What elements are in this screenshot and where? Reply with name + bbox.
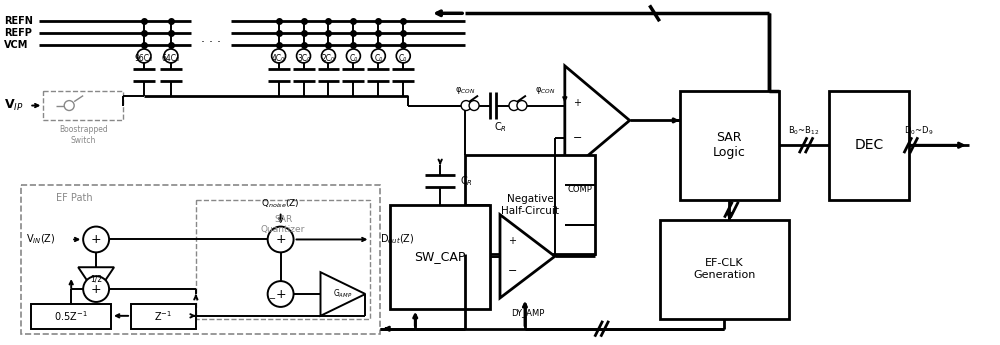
Polygon shape [565, 66, 630, 175]
Circle shape [83, 227, 109, 252]
Text: Z$^{-1}$: Z$^{-1}$ [154, 309, 172, 323]
Text: EF-CLK
Generation: EF-CLK Generation [693, 258, 756, 280]
Text: . . .: . . . [201, 32, 221, 45]
Text: −: − [573, 133, 582, 143]
Text: C$_R$: C$_R$ [460, 174, 473, 188]
Text: 96C₀: 96C₀ [135, 54, 153, 63]
Text: EF Path: EF Path [56, 193, 93, 203]
Text: 0.5Z$^{-1}$: 0.5Z$^{-1}$ [54, 309, 88, 323]
Text: −: − [268, 295, 275, 304]
Text: SW_CAP: SW_CAP [414, 250, 466, 263]
Circle shape [371, 49, 385, 63]
Text: +: + [275, 233, 286, 246]
Bar [390, 205, 490, 309]
Circle shape [517, 101, 527, 110]
Circle shape [469, 101, 479, 110]
Polygon shape [78, 267, 114, 294]
Text: +: + [573, 98, 581, 108]
Circle shape [321, 49, 335, 63]
Text: Q$_{noise}$(Z): Q$_{noise}$(Z) [261, 197, 300, 210]
Text: DY_AMP: DY_AMP [511, 308, 544, 317]
Text: 4C₀: 4C₀ [272, 54, 285, 63]
Text: 3C₀: 3C₀ [297, 54, 310, 63]
Circle shape [297, 49, 311, 63]
Polygon shape [500, 215, 555, 298]
Circle shape [272, 49, 286, 63]
Bar [829, 91, 909, 200]
Text: 1/2: 1/2 [90, 275, 102, 284]
Text: D$_0$~D$_9$: D$_0$~D$_9$ [904, 125, 934, 137]
Text: C$_R$: C$_R$ [494, 120, 506, 134]
Circle shape [509, 101, 519, 110]
Circle shape [268, 281, 294, 307]
Text: REFN: REFN [4, 16, 33, 26]
Circle shape [268, 227, 294, 252]
Text: SAR
Quantizer: SAR Quantizer [261, 215, 305, 234]
Circle shape [346, 49, 360, 63]
Circle shape [461, 101, 471, 110]
Bar [196, 200, 370, 319]
Text: 2C₀: 2C₀ [322, 54, 335, 63]
Bar [680, 91, 779, 200]
Text: D$_{out}$(Z): D$_{out}$(Z) [380, 233, 415, 246]
Bar [21, 185, 380, 334]
Text: DEC: DEC [854, 138, 884, 152]
Circle shape [83, 276, 109, 302]
Circle shape [137, 49, 151, 63]
Polygon shape [320, 272, 365, 316]
Text: φ$_{CON}$: φ$_{CON}$ [535, 85, 555, 96]
Text: G$_{AMP}$: G$_{AMP}$ [333, 288, 352, 300]
Bar [660, 220, 789, 319]
Text: SAR
Logic: SAR Logic [713, 131, 746, 159]
Text: B$_0$~B$_{12}$: B$_0$~B$_{12}$ [788, 125, 820, 137]
Text: COMP: COMP [567, 185, 592, 194]
Text: 64C₀: 64C₀ [162, 54, 180, 63]
Text: C₀: C₀ [399, 54, 407, 63]
Text: VCM: VCM [4, 40, 29, 50]
Text: C₀: C₀ [349, 54, 358, 63]
Text: +: + [91, 233, 101, 246]
Circle shape [396, 49, 410, 63]
Text: −: − [508, 266, 517, 276]
Text: +: + [275, 287, 286, 300]
Bar [43, 91, 123, 120]
Text: V$_{IN}$(Z): V$_{IN}$(Z) [26, 233, 56, 246]
Bar [31, 304, 111, 329]
Text: Negative
Half-Circuit: Negative Half-Circuit [501, 194, 559, 216]
Text: Boostrapped
Switch: Boostrapped Switch [59, 125, 108, 145]
Bar [465, 155, 595, 254]
Text: +: + [91, 283, 101, 296]
Circle shape [64, 101, 74, 110]
Text: +: + [508, 236, 516, 246]
Text: φ$_{CON}$: φ$_{CON}$ [455, 85, 475, 96]
Text: V$_{IP}$: V$_{IP}$ [4, 98, 24, 113]
Text: REFP: REFP [4, 28, 32, 38]
Bar [131, 304, 196, 329]
Circle shape [164, 49, 178, 63]
Text: C₀: C₀ [374, 54, 383, 63]
